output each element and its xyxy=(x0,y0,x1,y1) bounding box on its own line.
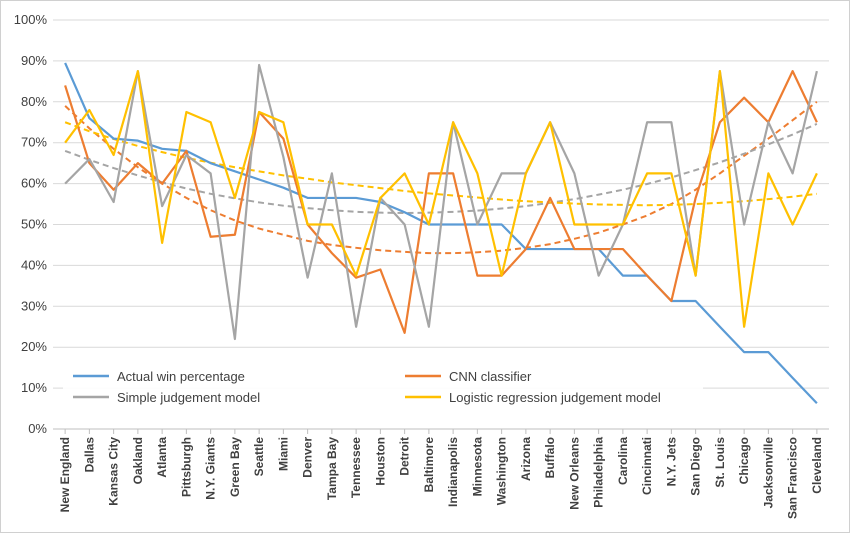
x-tick-label: Philadelphia xyxy=(592,437,606,508)
legend-background xyxy=(63,363,703,411)
legend-label-cnn-classifier: CNN classifier xyxy=(449,369,532,384)
series-line-logistic-regression-judgement-model xyxy=(64,70,818,328)
x-tick-label: Seattle xyxy=(252,437,266,477)
y-tick-label: 90% xyxy=(21,53,47,68)
x-tick-label: Denver xyxy=(301,437,315,478)
x-tick-label: Oakland xyxy=(131,437,145,484)
y-tick-label: 20% xyxy=(21,339,47,354)
x-tick-label: N.Y. Jets xyxy=(664,437,678,487)
x-tick-label: Cincinnati xyxy=(640,437,654,495)
x-tick-label: Cleveland xyxy=(810,437,824,494)
x-tick-label: Indianapolis xyxy=(446,437,460,507)
x-tick-label: Detroit xyxy=(398,437,412,476)
x-axis-ticks: New England Dallas Kansas City Oakland Atlan… xyxy=(58,429,824,519)
y-tick-label: 10% xyxy=(21,380,47,395)
x-tick-label: Chicago xyxy=(737,437,751,484)
y-tick-label: 80% xyxy=(21,94,47,109)
y-tick-label: 50% xyxy=(21,217,47,232)
x-tick-label: San Diego xyxy=(689,437,703,496)
x-tick-label: Green Bay xyxy=(228,437,242,497)
x-tick-label: Jacksonville xyxy=(761,437,775,509)
y-tick-label: 70% xyxy=(21,135,47,150)
x-tick-label: N.Y. Giants xyxy=(204,437,218,500)
x-tick-label: St. Louis xyxy=(713,437,727,488)
y-axis-ticks: 0% 10% 20% 30% 40% 50% 60% 70% 80% 90% 100% xyxy=(14,12,48,436)
trendline-cnn-classifier xyxy=(64,101,818,255)
x-tick-label: Pittsburgh xyxy=(179,437,193,497)
y-tick-label: 30% xyxy=(21,298,47,313)
x-tick-label: New England xyxy=(58,437,72,512)
x-tick-label: Baltimore xyxy=(422,437,436,493)
x-tick-label: Kansas City xyxy=(107,437,121,506)
y-tick-label: 40% xyxy=(21,257,47,272)
series-lines xyxy=(64,62,818,404)
x-tick-label: Buffalo xyxy=(543,437,557,478)
x-tick-label: Minnesota xyxy=(470,437,484,497)
x-tick-label: Tennessee xyxy=(349,437,363,498)
x-tick-label: San Francisco xyxy=(786,437,800,519)
legend-label-actual-win-percentage: Actual win percentage xyxy=(117,369,245,384)
y-tick-label: 60% xyxy=(21,176,47,191)
x-tick-label: Houston xyxy=(373,437,387,486)
x-tick-label: Washington xyxy=(495,437,509,505)
x-tick-label: Dallas xyxy=(82,437,96,473)
x-tick-label: Miami xyxy=(276,437,290,471)
legend: Actual win percentage CNN classifier Simpl… xyxy=(63,363,703,411)
x-tick-label: Tampa Bay xyxy=(325,437,339,500)
x-tick-label: Carolina xyxy=(616,437,630,485)
x-tick-label: Atlanta xyxy=(155,437,169,478)
legend-label-logistic-regression-judgement-model: Logistic regression judgement model xyxy=(449,390,661,405)
trendline-simple-judgement-model xyxy=(64,122,818,215)
series-line-simple-judgement-model xyxy=(64,63,818,341)
x-tick-label: New Orleans xyxy=(567,437,581,510)
legend-label-simple-judgement-model: Simple judgement model xyxy=(117,390,260,405)
y-tick-label: 100% xyxy=(14,12,48,27)
x-tick-label: Arizona xyxy=(519,437,533,481)
y-tick-label: 0% xyxy=(28,421,47,436)
